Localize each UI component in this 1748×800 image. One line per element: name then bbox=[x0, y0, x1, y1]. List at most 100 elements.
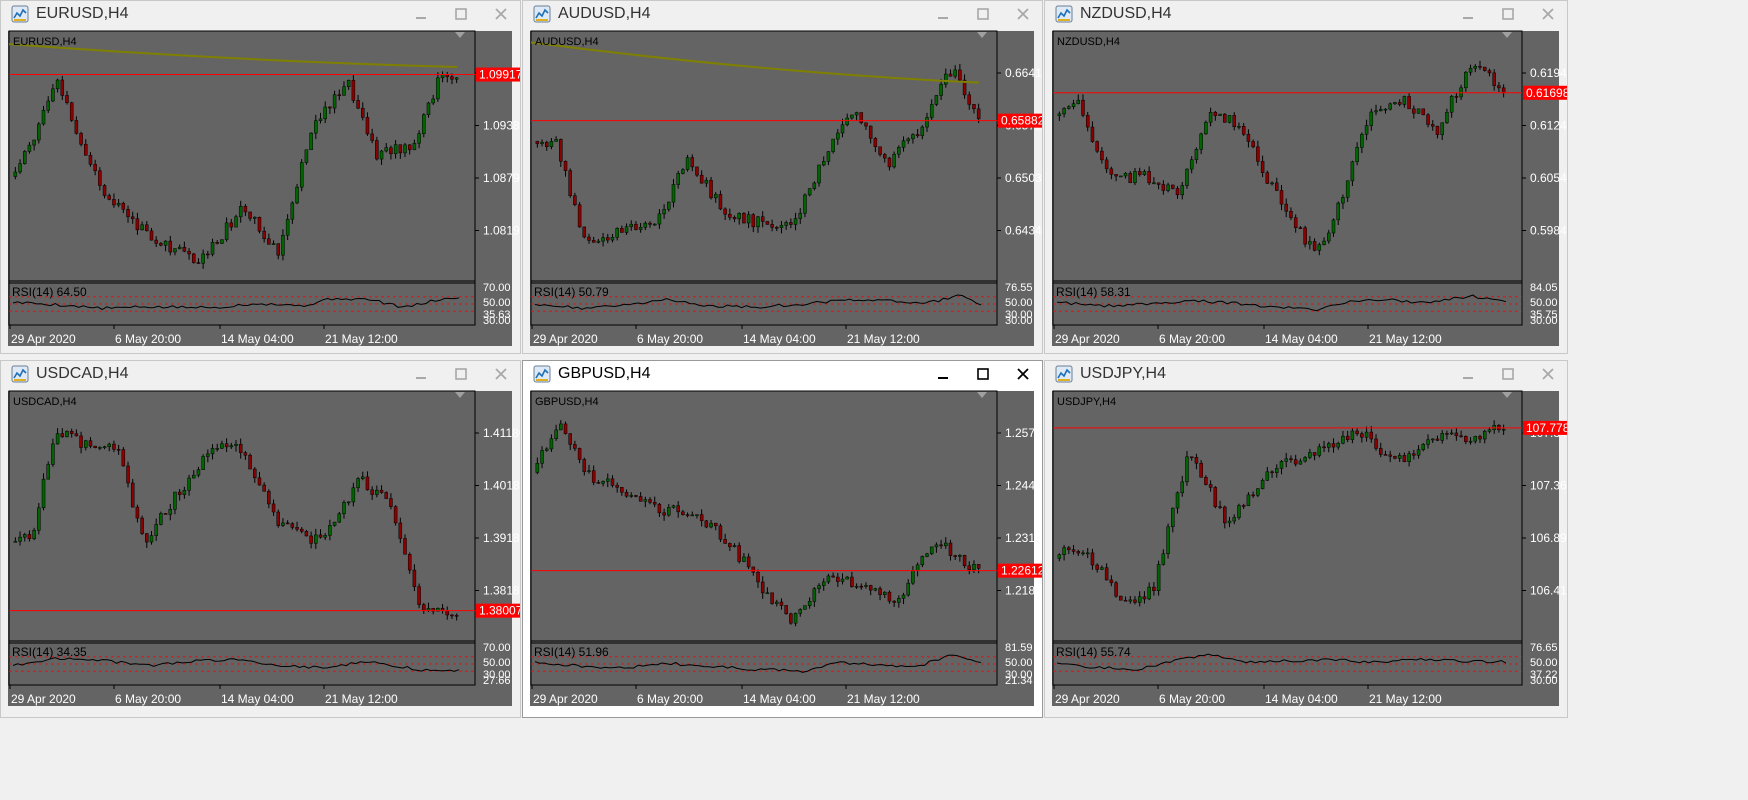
candle-body bbox=[873, 588, 878, 591]
candle-body bbox=[1256, 146, 1260, 162]
price-chart[interactable]: 1.411801.401801.391801.381801.38007USDCA… bbox=[1, 361, 520, 717]
candle-body bbox=[728, 213, 732, 218]
chart-window-audusd[interactable]: AUDUSD,H40.664100.657200.650300.643400.6… bbox=[522, 0, 1043, 354]
price-tick-label: 1.23170 bbox=[1005, 531, 1042, 545]
rsi-scale-label: 76.65 bbox=[1530, 642, 1558, 654]
candle-body bbox=[789, 613, 793, 624]
minimize-button[interactable] bbox=[1453, 3, 1483, 25]
maximize-button[interactable] bbox=[446, 3, 476, 25]
candle-body bbox=[821, 581, 826, 586]
candle-body bbox=[620, 487, 624, 493]
candle-body bbox=[238, 443, 243, 453]
candle-body bbox=[643, 222, 648, 228]
close-button[interactable] bbox=[1008, 3, 1038, 25]
close-button[interactable] bbox=[486, 3, 516, 25]
price-chart[interactable]: 0.664100.657200.650300.643400.65882AUDUS… bbox=[523, 1, 1042, 353]
candle-body bbox=[1180, 185, 1184, 196]
maximize-button[interactable] bbox=[446, 363, 476, 385]
candle-body bbox=[145, 533, 149, 543]
minimize-button[interactable] bbox=[406, 3, 436, 25]
candle-body bbox=[112, 199, 116, 206]
price-chart[interactable]: 0.619400.612400.605400.598400.61698NZDUS… bbox=[1045, 1, 1567, 353]
candle-body bbox=[718, 194, 723, 210]
window-title-bar[interactable]: USDCAD,H4 bbox=[1, 361, 520, 387]
minimize-button[interactable] bbox=[928, 3, 958, 25]
candle-body bbox=[88, 155, 93, 165]
chart-window-gbpusd[interactable]: GBPUSD,H4 1.25720 1.24445 1.23170 1.21895 1.2… bbox=[522, 360, 1043, 718]
minimize-button[interactable] bbox=[1453, 363, 1483, 385]
window-title-bar[interactable]: NZDUSD,H4 bbox=[1045, 1, 1567, 27]
window-title-bar[interactable]: GBPUSD,H4 bbox=[523, 361, 1042, 387]
chart-shift-icon[interactable] bbox=[455, 392, 465, 398]
window-title-bar[interactable]: AUDUSD,H4 bbox=[523, 1, 1042, 27]
candle-body bbox=[1430, 124, 1435, 127]
chart-area[interactable] bbox=[530, 31, 1034, 346]
candle-body bbox=[93, 445, 97, 448]
chart-window-usdjpy[interactable]: USDJPY,H4107.840107.365106.890106.415107… bbox=[1044, 360, 1568, 718]
maximize-button[interactable] bbox=[1493, 3, 1523, 25]
candle-body bbox=[1279, 190, 1284, 205]
close-button[interactable] bbox=[1533, 363, 1563, 385]
time-tick-label: 6 May 20:00 bbox=[637, 332, 703, 346]
candle-body bbox=[1312, 241, 1317, 251]
price-chart[interactable]: 1.099801.093851.087901.081951.09917EURUS… bbox=[1, 1, 520, 353]
price-tick-label: 1.25720 bbox=[1005, 426, 1042, 440]
close-button[interactable] bbox=[1008, 363, 1038, 385]
close-button[interactable] bbox=[486, 363, 516, 385]
candle-body bbox=[450, 614, 454, 617]
candle-body bbox=[1137, 596, 1142, 603]
minimize-button[interactable] bbox=[406, 363, 436, 385]
candle-body bbox=[332, 94, 337, 109]
chart-window-eurusd[interactable]: EURUSD,H41.099801.093851.087901.081951.0… bbox=[0, 0, 521, 354]
chart-shift-icon[interactable] bbox=[977, 32, 987, 38]
window-title-bar[interactable]: USDJPY,H4 bbox=[1045, 361, 1567, 387]
candle-body bbox=[1355, 430, 1359, 434]
candle-body bbox=[126, 209, 130, 218]
window-title-bar[interactable]: EURUSD,H4 bbox=[1, 1, 520, 27]
candle-body bbox=[229, 222, 234, 228]
candle-body bbox=[826, 151, 831, 162]
candle-body bbox=[662, 512, 666, 516]
price-chart[interactable]: 107.840107.365106.890106.415107.778USDJP… bbox=[1045, 361, 1567, 717]
chart-area[interactable] bbox=[1052, 31, 1559, 346]
price-chart[interactable]: 1.257201.244451.231701.218951.22612GBPUS… bbox=[523, 361, 1042, 717]
minimize-icon bbox=[416, 377, 426, 379]
candle-body bbox=[389, 147, 393, 155]
candle-body bbox=[1171, 507, 1175, 528]
candle-body bbox=[356, 100, 360, 109]
time-tick-label: 14 May 04:00 bbox=[221, 332, 294, 346]
maximize-button[interactable] bbox=[968, 363, 998, 385]
candle-body bbox=[403, 144, 407, 154]
chart-shift-icon[interactable] bbox=[1502, 32, 1512, 38]
time-tick-label: 6 May 20:00 bbox=[637, 692, 703, 706]
candle-body bbox=[304, 531, 309, 537]
candle-body bbox=[417, 133, 421, 144]
chart-area[interactable] bbox=[8, 31, 512, 346]
chart-window-icon bbox=[11, 5, 29, 23]
maximize-button[interactable] bbox=[1493, 363, 1523, 385]
candle-body bbox=[915, 564, 920, 571]
candle-body bbox=[765, 592, 770, 595]
candle-body bbox=[1454, 432, 1459, 437]
chart-shift-icon[interactable] bbox=[977, 392, 987, 398]
chart-area[interactable] bbox=[1052, 391, 1559, 706]
minimize-button[interactable] bbox=[928, 363, 958, 385]
candle-body bbox=[65, 95, 69, 103]
maximize-icon bbox=[977, 8, 989, 20]
candle-body bbox=[1435, 438, 1440, 441]
candle-body bbox=[624, 492, 629, 497]
close-button[interactable] bbox=[1533, 3, 1563, 25]
candle-body bbox=[897, 598, 901, 603]
candle-body bbox=[69, 102, 74, 121]
chart-shift-icon[interactable] bbox=[1502, 392, 1512, 398]
bid-price-label-bg bbox=[998, 563, 1042, 578]
candle-body bbox=[723, 539, 727, 544]
candle-body bbox=[897, 146, 901, 155]
candle-body bbox=[958, 69, 962, 81]
chart-window-usdcad[interactable]: USDCAD,H4 1.41180 1.40180 1.39180 1.38180 1.3… bbox=[0, 360, 521, 718]
candle-body bbox=[1478, 66, 1482, 68]
rsi-line bbox=[534, 294, 982, 310]
chart-shift-icon[interactable] bbox=[455, 32, 465, 38]
maximize-button[interactable] bbox=[968, 3, 998, 25]
